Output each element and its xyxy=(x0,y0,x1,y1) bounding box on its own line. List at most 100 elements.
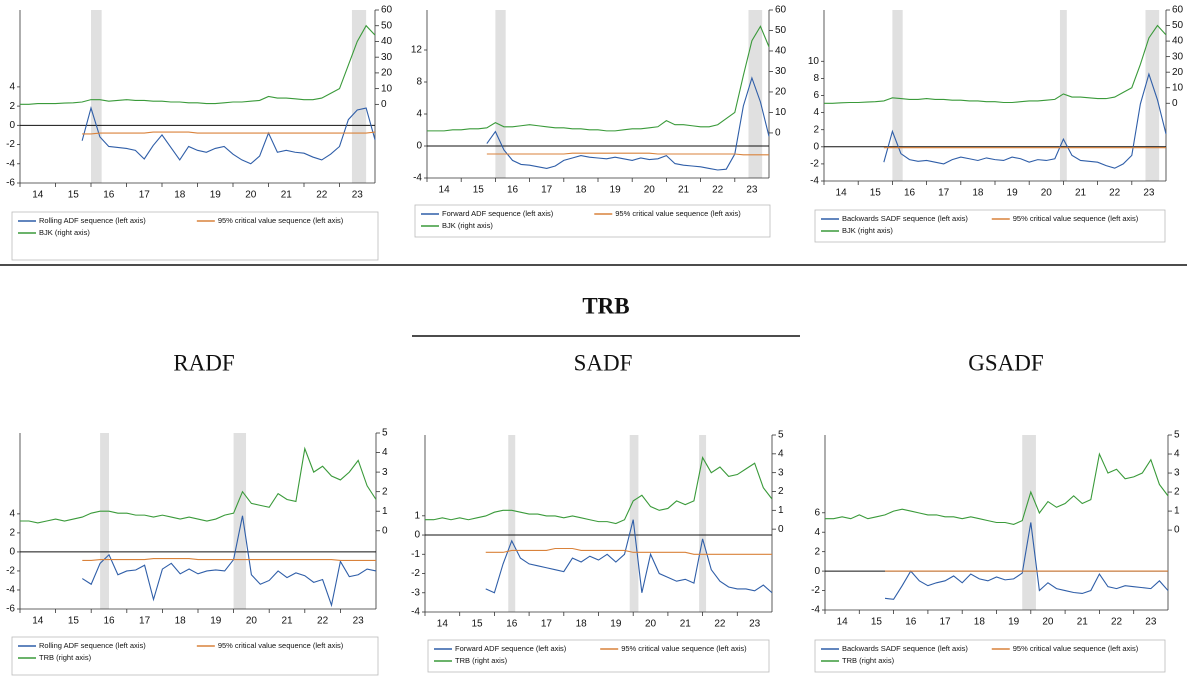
x-tick-label: 19 xyxy=(1007,188,1019,199)
y-tick-label: -4 xyxy=(413,173,422,184)
y2-tick-label: 5 xyxy=(1174,430,1180,441)
x-tick-label: 19 xyxy=(210,616,222,627)
y-tick-label: 6 xyxy=(814,507,820,518)
y-tick-label: -4 xyxy=(810,176,819,187)
x-tick-label: 16 xyxy=(103,616,115,627)
legend-label: Forward ADF sequence (left axis) xyxy=(455,644,567,653)
y-tick-label: 0 xyxy=(9,120,15,131)
x-tick-label: 21 xyxy=(1075,188,1087,199)
y2-tick-label: 0 xyxy=(1172,98,1178,109)
x-tick-label: 21 xyxy=(678,185,690,196)
x-tick-label: 23 xyxy=(352,190,364,201)
x-tick-label: 21 xyxy=(281,616,293,627)
y2-tick-label: 50 xyxy=(775,25,787,36)
y2-tick-label: 60 xyxy=(1172,5,1184,16)
y-tick-label: 12 xyxy=(411,45,423,56)
section-title: TRB xyxy=(582,293,629,318)
y2-tick-label: 3 xyxy=(382,467,388,478)
y2-tick-label: 5 xyxy=(382,428,388,439)
legend-label: 95% critical value sequence (left axis) xyxy=(218,216,344,225)
y2-tick-label: 30 xyxy=(381,52,393,63)
x-tick-label: 20 xyxy=(1042,617,1054,628)
x-tick-label: 14 xyxy=(439,185,451,196)
x-tick-label: 22 xyxy=(316,190,328,201)
y2-tick-label: 0 xyxy=(1174,525,1180,536)
y2-tick-label: 10 xyxy=(775,107,787,118)
x-tick-label: 18 xyxy=(575,185,587,196)
y-tick-label: -4 xyxy=(6,585,15,596)
series-line xyxy=(825,452,1169,525)
x-tick-label: 14 xyxy=(837,617,849,628)
y2-tick-label: 3 xyxy=(1174,468,1180,479)
shaded-period xyxy=(748,10,763,178)
y2-tick-label: 0 xyxy=(382,525,388,536)
legend-label: 95% critical value sequence (left axis) xyxy=(615,209,741,218)
y-tick-label: -2 xyxy=(810,159,819,170)
series-line xyxy=(81,106,376,165)
x-tick-label: 21 xyxy=(281,190,293,201)
series-line xyxy=(425,456,773,525)
x-tick-label: 15 xyxy=(870,188,882,199)
y2-tick-label: 60 xyxy=(775,5,787,16)
series-line xyxy=(82,558,376,562)
x-tick-label: 22 xyxy=(1109,188,1121,199)
y2-tick-label: 50 xyxy=(381,20,393,31)
x-tick-label: 16 xyxy=(905,617,917,628)
y-tick-label: 0 xyxy=(416,141,422,152)
x-tick-label: 20 xyxy=(245,190,257,201)
y-tick-label: 1 xyxy=(414,510,420,521)
legend-label: BJK (right axis) xyxy=(842,226,893,235)
y-tick-label: -4 xyxy=(6,158,15,169)
legend-box xyxy=(11,211,379,261)
x-tick-label: 23 xyxy=(1143,188,1155,199)
y2-tick-label: 10 xyxy=(1172,82,1184,93)
x-tick-label: 22 xyxy=(714,619,726,630)
x-tick-label: 20 xyxy=(1041,188,1053,199)
x-tick-label: 22 xyxy=(712,185,724,196)
y2-tick-label: 20 xyxy=(1172,67,1184,78)
y-tick-label: 6 xyxy=(813,90,819,101)
y-tick-label: 4 xyxy=(9,82,15,93)
y-tick-label: -3 xyxy=(411,587,420,598)
legend-label: TRB (right axis) xyxy=(455,656,508,665)
y-tick-label: -4 xyxy=(811,605,820,616)
legend-label: Forward ADF sequence (left axis) xyxy=(442,209,554,218)
x-tick-label: 16 xyxy=(507,185,519,196)
x-tick-label: 19 xyxy=(1008,617,1020,628)
x-tick-label: 16 xyxy=(904,188,916,199)
y-tick-label: -4 xyxy=(411,607,420,618)
column-label: RADF xyxy=(173,350,234,375)
y2-tick-label: 2 xyxy=(1174,487,1180,498)
x-tick-label: 21 xyxy=(1077,617,1089,628)
y-tick-label: 4 xyxy=(814,527,820,538)
shaded-period xyxy=(100,433,109,609)
x-tick-label: 19 xyxy=(210,190,222,201)
x-tick-label: 16 xyxy=(506,619,518,630)
x-tick-label: 19 xyxy=(610,185,622,196)
y2-tick-label: 4 xyxy=(778,448,784,459)
legend-label: 95% critical value sequence (left axis) xyxy=(1013,644,1139,653)
x-tick-label: 20 xyxy=(246,616,258,627)
x-tick-label: 17 xyxy=(541,619,553,630)
y2-tick-label: 40 xyxy=(775,46,787,57)
x-tick-label: 21 xyxy=(680,619,692,630)
series-line xyxy=(883,72,1167,169)
legend-box xyxy=(814,209,1166,243)
x-tick-label: 17 xyxy=(939,617,951,628)
y2-tick-label: 60 xyxy=(381,5,393,16)
y2-tick-label: 2 xyxy=(382,486,388,497)
y-tick-label: 2 xyxy=(813,124,819,135)
x-tick-label: 14 xyxy=(32,190,44,201)
series-line xyxy=(884,522,1169,600)
y-tick-label: 0 xyxy=(813,141,819,152)
y-tick-label: -1 xyxy=(411,549,420,560)
x-tick-label: 22 xyxy=(317,616,329,627)
legend-label: BJK (right axis) xyxy=(39,228,90,237)
y-tick-label: 4 xyxy=(813,107,819,118)
legend-label: 95% critical value sequence (left axis) xyxy=(621,644,747,653)
x-tick-label: 23 xyxy=(353,616,365,627)
y2-tick-label: 40 xyxy=(381,36,393,47)
legend-label: Backwards SADF sequence (left axis) xyxy=(842,214,968,223)
x-tick-label: 23 xyxy=(746,185,758,196)
y-tick-label: 2 xyxy=(9,528,15,539)
